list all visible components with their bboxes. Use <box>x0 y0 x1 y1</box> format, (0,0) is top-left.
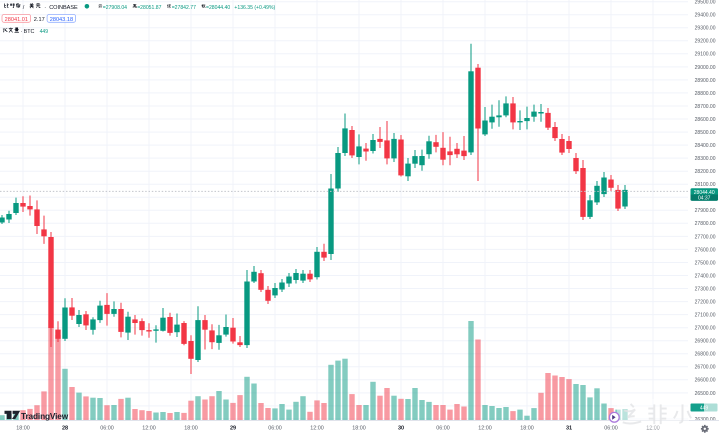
svg-text:29: 29 <box>230 426 236 432</box>
svg-text:06:00: 06:00 <box>268 426 282 432</box>
svg-text:12:00: 12:00 <box>646 426 660 432</box>
svg-text:27600.00: 27600.00 <box>695 247 716 253</box>
svg-text:26800.00: 26800.00 <box>695 352 716 358</box>
svg-text:COINBASE: COINBASE <box>49 5 78 11</box>
svg-text:26600.00: 26600.00 <box>695 378 716 384</box>
svg-text:12:00: 12:00 <box>310 426 324 432</box>
svg-text:26700.00: 26700.00 <box>695 365 716 371</box>
svg-text:28300.00: 28300.00 <box>695 156 716 162</box>
svg-text:27000.00: 27000.00 <box>695 326 716 332</box>
svg-text:06:00: 06:00 <box>100 426 114 432</box>
svg-text:28200.00: 28200.00 <box>695 169 716 175</box>
svg-text:=28044.40: =28044.40 <box>206 5 230 11</box>
svg-text:·: · <box>20 29 22 35</box>
svg-text:27100.00: 27100.00 <box>695 313 716 319</box>
svg-text:29500.00: 29500.00 <box>695 0 716 6</box>
svg-text:18:00: 18:00 <box>352 426 366 432</box>
svg-text:26500.00: 26500.00 <box>695 391 716 397</box>
svg-text:29100.00: 29100.00 <box>695 52 716 58</box>
svg-text:28041.01: 28041.01 <box>5 17 28 23</box>
svg-text:29300.00: 29300.00 <box>695 26 716 32</box>
svg-text:=27842.77: =27842.77 <box>172 5 196 11</box>
svg-text:BTC: BTC <box>24 29 35 35</box>
svg-text:29200.00: 29200.00 <box>695 39 716 45</box>
svg-text:+136.35 (+0.49%): +136.35 (+0.49%) <box>234 5 275 11</box>
svg-text:28500.00: 28500.00 <box>695 130 716 136</box>
svg-text:=28051.87: =28051.87 <box>137 5 161 11</box>
svg-text:29000.00: 29000.00 <box>695 65 716 71</box>
svg-text:06:00: 06:00 <box>436 426 450 432</box>
svg-text:28900.00: 28900.00 <box>695 78 716 84</box>
svg-text:18:00: 18:00 <box>16 426 30 432</box>
svg-text:29400.00: 29400.00 <box>695 13 716 19</box>
svg-text:26300.00: 26300.00 <box>695 417 716 423</box>
svg-text:28400.00: 28400.00 <box>695 143 716 149</box>
svg-text:12:00: 12:00 <box>478 426 492 432</box>
svg-text:30: 30 <box>398 426 404 432</box>
svg-text:27500.00: 27500.00 <box>695 260 716 266</box>
svg-text:TradingView: TradingView <box>21 411 69 421</box>
svg-text:31: 31 <box>566 426 572 432</box>
svg-text:12:00: 12:00 <box>142 426 156 432</box>
svg-text:28043.18: 28043.18 <box>50 17 73 23</box>
svg-text:28: 28 <box>62 426 68 432</box>
svg-text:28044.40: 28044.40 <box>694 190 715 196</box>
svg-text:2.17: 2.17 <box>34 17 45 23</box>
svg-text:27400.00: 27400.00 <box>695 273 716 279</box>
svg-text:/: / <box>23 5 25 11</box>
svg-text:18:00: 18:00 <box>520 426 534 432</box>
svg-text:449: 449 <box>40 29 49 35</box>
svg-text:27300.00: 27300.00 <box>695 286 716 292</box>
svg-text:28700.00: 28700.00 <box>695 104 716 110</box>
svg-text:26900.00: 26900.00 <box>695 339 716 345</box>
svg-text:27700.00: 27700.00 <box>695 234 716 240</box>
svg-text:=27908.04: =27908.04 <box>103 5 127 11</box>
svg-text:18:00: 18:00 <box>184 426 198 432</box>
svg-text:28100.00: 28100.00 <box>695 182 716 188</box>
svg-text:27800.00: 27800.00 <box>695 221 716 227</box>
svg-text:27900.00: 27900.00 <box>695 208 716 214</box>
svg-text:27200.00: 27200.00 <box>695 300 716 306</box>
svg-text:·: · <box>44 5 46 11</box>
svg-text:28600.00: 28600.00 <box>695 117 716 123</box>
svg-text:06:00: 06:00 <box>604 426 618 432</box>
svg-text:28800.00: 28800.00 <box>695 91 716 97</box>
svg-text:04:37: 04:37 <box>698 196 711 202</box>
